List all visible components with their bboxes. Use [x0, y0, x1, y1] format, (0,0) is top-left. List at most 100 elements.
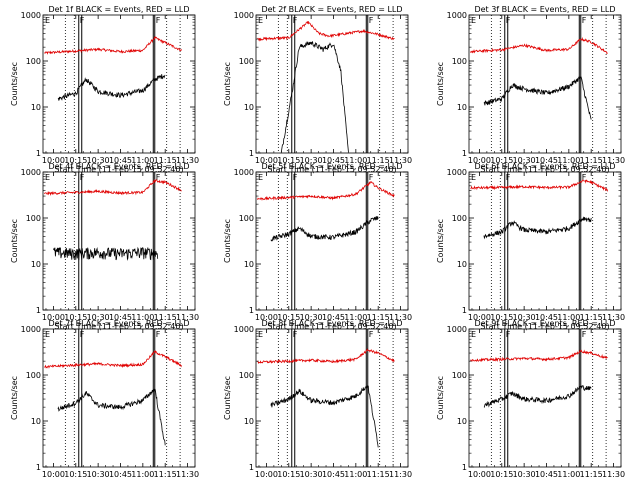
y-tick-label: 100: [452, 214, 467, 223]
x-tick-label: 10:45: [322, 470, 345, 479]
detector-panel: Det 7f BLACK = Events, RED = LLD E F F 1 10 10…: [10, 319, 199, 480]
detector-panel: Det 5f BLACK = Events, RED = LLD E F F 1 10 10…: [223, 162, 412, 331]
x-tick-label: 10:15: [277, 313, 300, 322]
y-tick-label: 100: [452, 371, 467, 380]
y-tick-label: 1: [249, 463, 254, 472]
detector-panel: Det 3f BLACK = Events, RED = LLD E F F 1 10 10…: [436, 5, 625, 174]
flag-label: F: [80, 16, 85, 25]
y-tick-label: 100: [452, 57, 467, 66]
x-tick-label: 10:30: [87, 313, 110, 322]
y-tick-label: 1000: [447, 168, 467, 177]
y-tick-label: 1000: [21, 168, 41, 177]
events-trace: [57, 74, 166, 101]
flag-label: F: [156, 16, 161, 25]
y-tick-label: 1000: [21, 325, 41, 334]
y-tick-label: 10: [244, 103, 254, 112]
x-axis-label: Start Time (11-Feb-15 09:52:40): [267, 322, 396, 331]
flag-label: F: [506, 16, 511, 25]
y-tick-label: 1000: [234, 11, 254, 20]
y-tick-label: 10: [457, 103, 467, 112]
flag-label: F: [293, 16, 298, 25]
detector-panel: Det 4f BLACK = Events, RED = LLD E F F 1 10 10…: [10, 162, 199, 331]
events-trace: [270, 385, 379, 448]
lld-trace: [257, 348, 395, 365]
y-axis-label: Counts/sec: [436, 376, 445, 420]
flag-label: F: [156, 330, 161, 339]
x-tick-label: 10:15: [490, 313, 513, 322]
x-tick-label: 11:30: [602, 156, 625, 165]
y-tick-label: 1: [36, 306, 41, 315]
panel-title: Det 6f BLACK = Events, RED = LLD: [474, 162, 615, 171]
plot-frame: [468, 328, 622, 468]
x-tick-label: 11:00: [557, 470, 580, 479]
events-trace: [270, 216, 379, 242]
y-tick-label: 1: [36, 463, 41, 472]
y-tick-label: 1000: [234, 325, 254, 334]
plot-frame: [468, 171, 622, 311]
events-trace: [57, 388, 166, 446]
events-trace: [483, 216, 592, 240]
lld-trace: [44, 35, 182, 55]
x-axis-label: Start Time (11-Feb-15 09:52:40): [54, 322, 183, 331]
flag-label: E: [45, 330, 50, 339]
flag-label: E: [45, 16, 50, 25]
x-tick-label: 11:15: [154, 313, 177, 322]
flag-label: F: [582, 330, 587, 339]
y-tick-label: 1: [36, 149, 41, 158]
x-tick-label: 10:00: [468, 313, 491, 322]
plot-frame: [255, 14, 409, 154]
x-tick-label: 11:00: [344, 156, 367, 165]
flag-label: F: [293, 330, 298, 339]
y-tick-label: 1: [462, 149, 467, 158]
lld-trace: [44, 350, 182, 369]
x-tick-label: 11:30: [389, 470, 412, 479]
y-tick-label: 100: [26, 57, 41, 66]
x-tick-label: 11:15: [367, 313, 390, 322]
x-tick-label: 10:30: [300, 156, 323, 165]
x-tick-label: 10:30: [513, 470, 536, 479]
flag-label: E: [258, 16, 263, 25]
x-tick-label: 10:45: [535, 470, 558, 479]
x-tick-label: 11:15: [367, 156, 390, 165]
flag-label: F: [369, 16, 374, 25]
lld-trace: [257, 21, 395, 42]
y-axis-label: Counts/sec: [436, 62, 445, 106]
y-tick-label: 10: [31, 103, 41, 112]
panel-title: Det 7f BLACK = Events, RED = LLD: [48, 319, 189, 328]
x-tick-label: 11:15: [154, 156, 177, 165]
x-tick-label: 10:30: [87, 470, 110, 479]
flag-label: E: [45, 173, 50, 182]
x-tick-label: 11:15: [580, 313, 603, 322]
events-trace: [53, 246, 159, 261]
x-tick-label: 10:00: [255, 470, 278, 479]
plot-frame: [255, 328, 409, 468]
y-axis-label: Counts/sec: [10, 219, 19, 263]
x-tick-label: 11:00: [557, 156, 580, 165]
x-tick-label: 10:15: [277, 470, 300, 479]
x-tick-label: 11:30: [176, 470, 199, 479]
plot-frame: [42, 328, 196, 468]
lld-trace: [470, 37, 608, 54]
y-tick-label: 100: [239, 214, 254, 223]
x-tick-label: 11:30: [602, 313, 625, 322]
panel-title: Det 2f BLACK = Events, RED = LLD: [261, 5, 402, 14]
panel-title: Det 4f BLACK = Events, RED = LLD: [48, 162, 189, 171]
x-tick-label: 11:15: [367, 470, 390, 479]
x-tick-label: 10:45: [109, 470, 132, 479]
x-tick-label: 10:15: [490, 470, 513, 479]
flag-label: E: [258, 330, 263, 339]
y-tick-label: 1000: [234, 168, 254, 177]
x-tick-label: 10:45: [322, 156, 345, 165]
events-trace: [483, 75, 592, 120]
x-tick-label: 10:15: [277, 156, 300, 165]
flag-label: F: [369, 173, 374, 182]
lld-trace: [470, 179, 608, 192]
panel-title: Det 8f BLACK = Events, RED = LLD: [261, 319, 402, 328]
detector-panel: Det 2f BLACK = Events, RED = LLD E F F 1 10 10…: [223, 5, 412, 174]
panel-title: Det 3f BLACK = Events, RED = LLD: [474, 5, 615, 14]
x-tick-label: 10:15: [64, 156, 87, 165]
flag-label: F: [156, 173, 161, 182]
y-axis-label: Counts/sec: [223, 376, 232, 420]
y-axis-label: Counts/sec: [436, 219, 445, 263]
detector-panel: Det 9f BLACK = Events, RED = LLD E F F 1 10 10…: [436, 319, 625, 480]
